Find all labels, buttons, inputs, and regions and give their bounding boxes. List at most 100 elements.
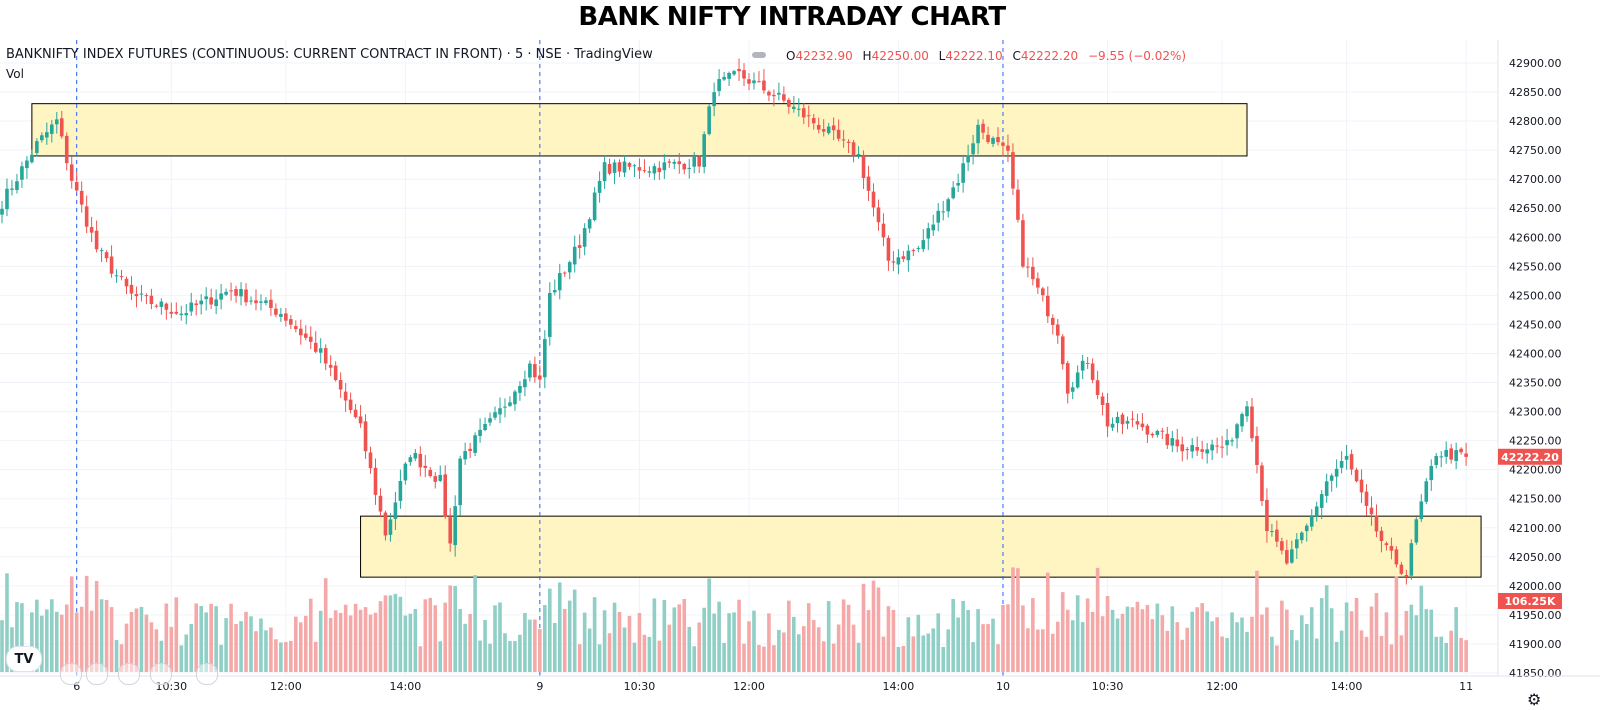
volume-bar	[244, 611, 248, 672]
volume-bar	[1319, 598, 1324, 672]
candle-body	[906, 250, 911, 261]
volume-bar	[1055, 621, 1060, 672]
reset-icon[interactable]	[118, 663, 140, 685]
candle-body	[199, 300, 203, 305]
volume-bar	[1215, 617, 1219, 672]
candle-body	[752, 80, 756, 84]
volume-bar	[871, 580, 876, 672]
candle-body	[1434, 455, 1439, 465]
volume-bar	[801, 626, 806, 672]
candle-body	[876, 207, 881, 223]
volume-bar	[458, 609, 462, 672]
candle-body	[5, 188, 9, 210]
volume-bar	[742, 643, 746, 672]
zoom-in-icon[interactable]	[150, 663, 172, 685]
candle-body	[144, 295, 149, 297]
candle-body	[647, 171, 652, 173]
candle-body	[1230, 440, 1234, 442]
candle-body	[20, 166, 24, 180]
volume-bar	[1285, 609, 1289, 672]
candle-body	[886, 237, 891, 261]
volume-bar	[1344, 602, 1349, 672]
volume-bar	[94, 581, 99, 672]
candle-body	[1140, 423, 1145, 428]
zoom-out-icon[interactable]	[86, 663, 108, 685]
candle-body	[712, 92, 716, 107]
volume-bar	[274, 639, 278, 672]
volume-bar	[174, 597, 179, 672]
tradingview-logo-icon[interactable]: TV	[6, 646, 42, 672]
candle-body	[577, 245, 582, 248]
candle-body	[219, 293, 223, 300]
volume-bar	[1165, 630, 1170, 672]
candle-body	[1449, 448, 1453, 460]
candle-body	[1021, 220, 1025, 267]
candle-body	[1329, 475, 1334, 481]
volume-bar	[1454, 607, 1458, 672]
volume-bar	[498, 602, 502, 672]
volume-bar	[1070, 620, 1075, 672]
settings-gear-icon[interactable]: ⚙	[1527, 692, 1542, 709]
candle-body	[353, 409, 358, 418]
price-tick-label: 42850.00	[1509, 86, 1562, 99]
volume-bar	[368, 614, 373, 672]
last-volume-label: 106.25K	[1505, 595, 1556, 608]
candle-body	[996, 137, 1000, 143]
candle-body	[463, 451, 467, 460]
volume-bar	[672, 607, 677, 672]
candle-body	[1359, 479, 1364, 493]
volume-bar	[189, 624, 194, 672]
price-tick-label: 42350.00	[1509, 377, 1562, 390]
volume-bar	[1036, 629, 1040, 672]
candle-body	[348, 399, 353, 411]
time-axis[interactable]: 6 10:30 12:00 14:00 9 10:30 12:00 14:00 10 10:30 1…	[0, 675, 1600, 693]
candle-body	[1240, 413, 1244, 427]
candle-body	[1125, 420, 1130, 424]
candle-body	[503, 406, 507, 408]
candle-body	[458, 458, 462, 506]
candle-body	[383, 512, 388, 536]
scroll-right-icon[interactable]	[196, 663, 218, 685]
volume-bar	[373, 612, 378, 672]
volume-bar	[821, 641, 826, 672]
candle-body	[567, 262, 572, 273]
volume-bar	[179, 645, 184, 672]
volume-bar	[1275, 645, 1279, 672]
volume-bar	[523, 612, 527, 672]
volume-bar	[841, 599, 846, 672]
time-tick-label: 14:00	[883, 680, 915, 693]
candle-body	[926, 228, 931, 239]
volume-bar	[941, 646, 946, 672]
candle-body	[1454, 450, 1458, 461]
volume-bar	[647, 636, 652, 672]
volume-bar	[20, 603, 24, 672]
candle-body	[1145, 425, 1150, 435]
price-tick-label: 42150.00	[1509, 493, 1562, 506]
candle-body	[1036, 278, 1040, 288]
volume-bar	[149, 622, 154, 672]
symbol-description[interactable]: BANKNIFTY INDEX FUTURES (CONTINUOUS: CUR…	[6, 47, 653, 62]
candle-body	[1050, 317, 1055, 325]
volume-bar	[1389, 644, 1394, 672]
volume-label[interactable]: Vol	[6, 67, 24, 81]
volume-bar	[543, 605, 547, 672]
page-title: BANK NIFTY INTRADAY CHART	[578, 2, 1006, 32]
volume-bar	[1464, 640, 1468, 672]
series-menu-icon[interactable]	[752, 52, 766, 58]
last-price-tag	[1498, 448, 1562, 465]
volume-bar	[1205, 611, 1209, 672]
candle-body	[821, 129, 826, 132]
volume-bar	[921, 635, 926, 672]
scroll-left-icon[interactable]	[60, 663, 82, 685]
volume-bar	[996, 644, 1000, 672]
price-axis[interactable]: 41850.00 41900.00 41950.00 42000.00 42050.00…	[1497, 40, 1562, 680]
candle-body	[443, 474, 448, 517]
volume-bar	[587, 628, 592, 672]
last-price-label: 42222.20	[1501, 451, 1559, 464]
candle-body	[1394, 549, 1399, 565]
candle-body	[727, 72, 731, 79]
candle-body	[627, 162, 632, 167]
volume-bar	[139, 606, 144, 672]
volume-bar	[323, 578, 328, 672]
